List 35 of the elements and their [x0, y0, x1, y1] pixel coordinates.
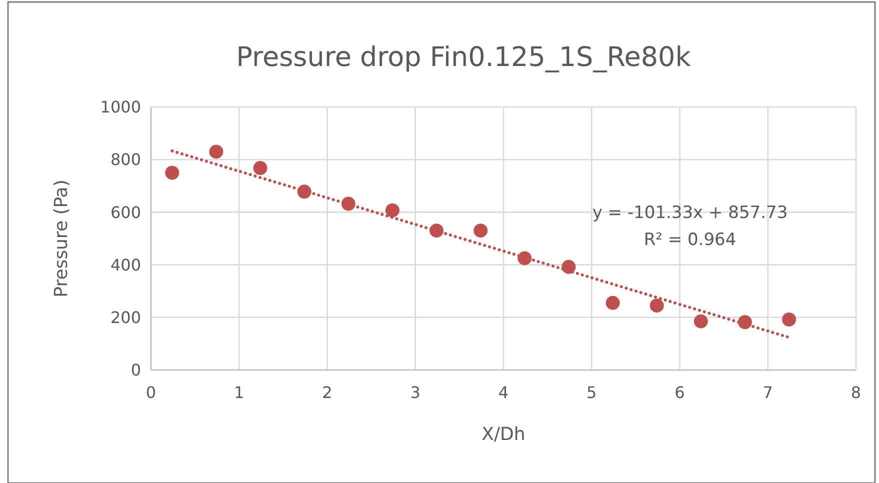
- y-tick-label: 400: [110, 255, 141, 274]
- x-tick-label: 4: [498, 383, 509, 402]
- point: [518, 251, 532, 266]
- x-tick-label: 7: [762, 383, 773, 402]
- x-tick-label: 2: [322, 383, 332, 402]
- point: [430, 224, 444, 238]
- x-tick-label: 5: [586, 383, 597, 402]
- x-tick-label: 1: [234, 383, 244, 402]
- point: [650, 298, 664, 313]
- point: [385, 203, 400, 218]
- y-tick-label: 0: [130, 360, 141, 380]
- annotation: R² = 0.964: [644, 230, 736, 250]
- point: [341, 196, 356, 211]
- point: [474, 224, 488, 238]
- point: [782, 312, 796, 327]
- point: [694, 314, 708, 328]
- point: [253, 161, 268, 176]
- y-tick-label: 200: [110, 308, 141, 327]
- y-tick-label: 600: [110, 202, 141, 222]
- point: [562, 260, 576, 274]
- point: [209, 144, 224, 159]
- annotation: y = -101.33x + 857.73: [592, 203, 788, 223]
- x-axis-title: X/Dh: [482, 424, 526, 445]
- y-axis-title: Pressure (Pa): [51, 180, 72, 298]
- x-tick-label: 0: [146, 383, 156, 402]
- y-tick-label: 1000: [100, 98, 141, 117]
- x-tick-label: 3: [410, 383, 420, 402]
- y-tick-label: 800: [110, 150, 141, 170]
- point: [738, 315, 752, 330]
- chart-title: Pressure drop Fin0.125_1S_Re80k: [236, 42, 692, 73]
- point: [297, 184, 312, 199]
- point: [165, 166, 180, 180]
- point: [606, 296, 620, 310]
- x-tick-label: 8: [850, 383, 862, 402]
- x-tick-label: 6: [674, 383, 685, 402]
